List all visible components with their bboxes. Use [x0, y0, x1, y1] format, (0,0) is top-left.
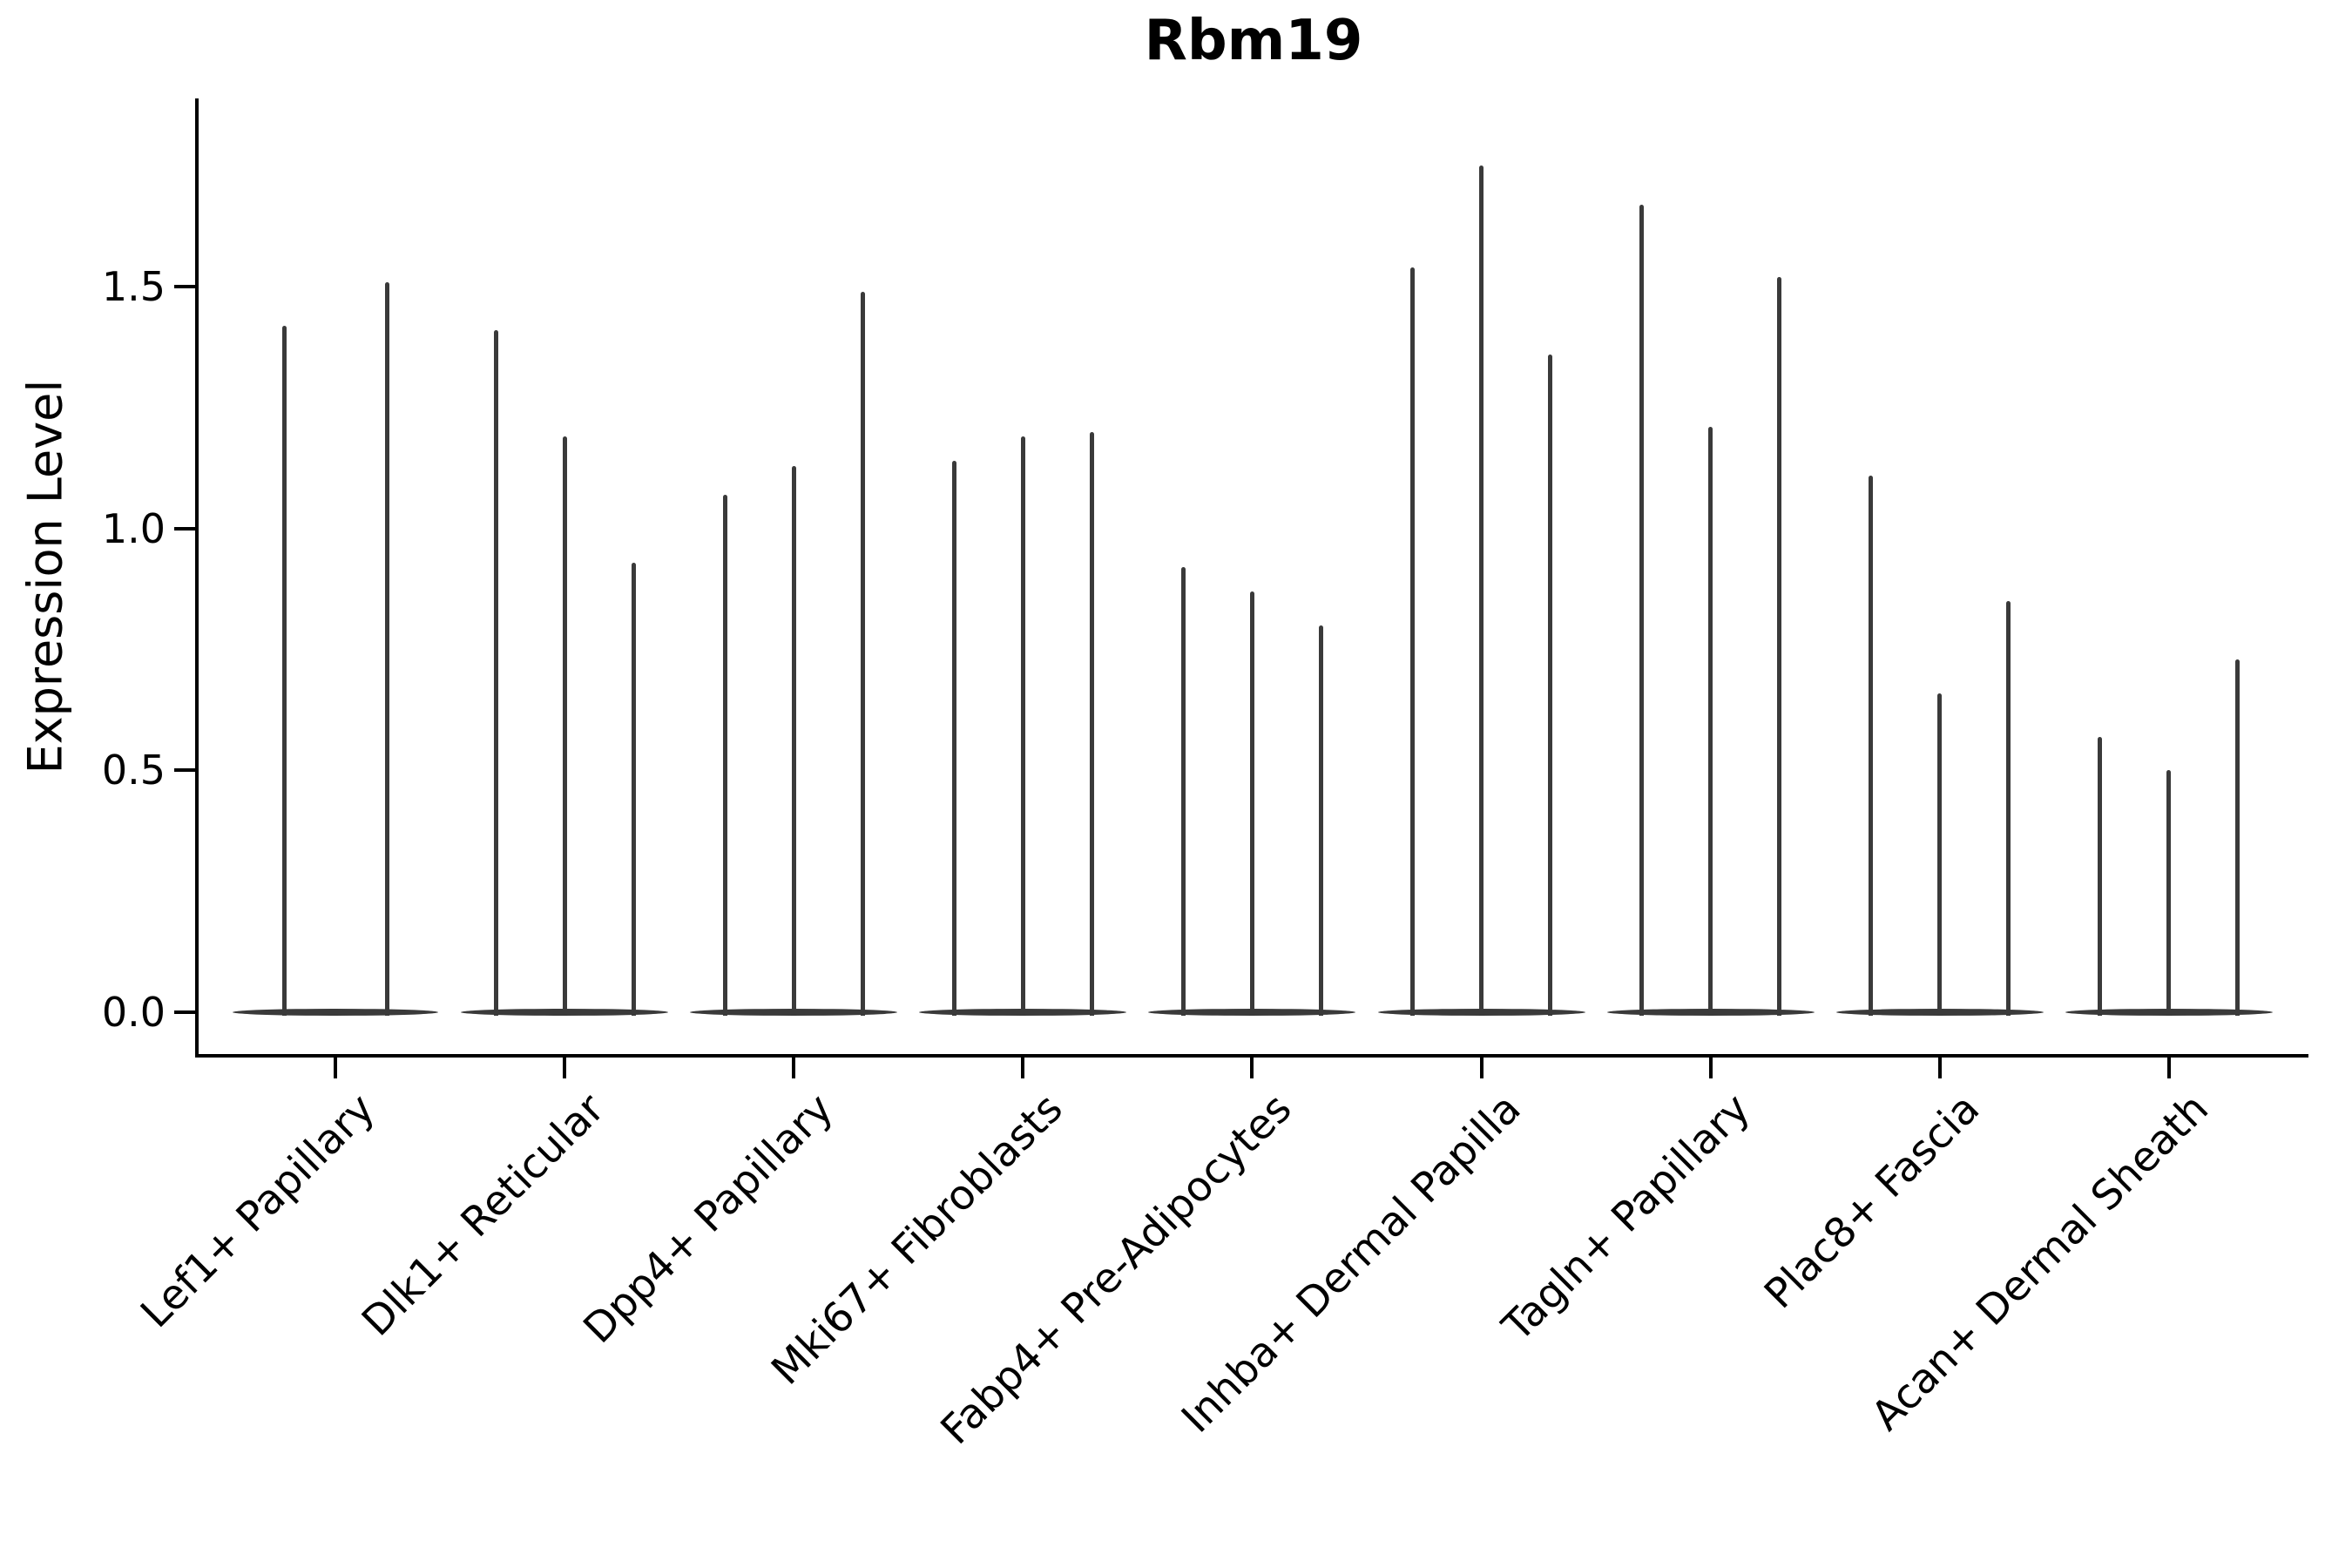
- x-axis-spine: [195, 1054, 2308, 1058]
- y-tick-mark: [174, 1010, 195, 1014]
- x-tick-mark: [334, 1058, 337, 1078]
- violin-spike: [2006, 601, 2011, 1016]
- violin-spike: [1089, 431, 1094, 1016]
- violin-spike: [1639, 204, 1645, 1016]
- x-tick-mark: [563, 1058, 567, 1078]
- violin-spike: [1318, 625, 1323, 1016]
- y-tick-mark: [174, 526, 195, 531]
- violin-spike: [1410, 267, 1415, 1016]
- x-tick-mark: [792, 1058, 796, 1078]
- x-tick-mark: [1250, 1058, 1254, 1078]
- violin-spike: [1777, 276, 1782, 1016]
- plot-title: Rbm19: [1144, 9, 1363, 73]
- x-tick-label: Dpp4+ Papillary: [574, 1085, 843, 1353]
- violin-spike: [1548, 354, 1552, 1016]
- violin-spike: [1249, 591, 1254, 1016]
- violin-spike: [722, 494, 727, 1016]
- x-tick-mark: [2166, 1058, 2171, 1078]
- violin-spike: [562, 436, 567, 1016]
- violin-spike: [2166, 770, 2172, 1016]
- violin-base: [233, 1009, 438, 1016]
- violin-spike: [1869, 475, 1874, 1016]
- x-tick-mark: [1479, 1058, 1484, 1078]
- violin-spike: [1020, 436, 1025, 1016]
- violin-spike: [860, 291, 865, 1016]
- y-tick-mark: [174, 768, 195, 773]
- x-tick-mark: [1021, 1058, 1025, 1078]
- x-tick-mark: [1937, 1058, 1942, 1078]
- violin-spike: [1937, 693, 1943, 1016]
- x-tick-label: Lef1+ Papillary: [132, 1085, 385, 1338]
- violin-spike: [2235, 659, 2240, 1016]
- violin-spike: [1708, 427, 1713, 1016]
- y-tick-label: 0.5: [101, 747, 166, 794]
- y-axis-spine: [195, 98, 199, 1058]
- violin-spike: [791, 465, 796, 1016]
- x-tick-mark: [1708, 1058, 1713, 1078]
- violin-spike: [1180, 567, 1186, 1016]
- x-tick-label: Dlk1+ Reticular: [352, 1085, 614, 1346]
- violin-spike: [384, 281, 389, 1016]
- violin-spike: [493, 330, 498, 1016]
- y-tick-label: 1.0: [101, 504, 166, 552]
- violin-spike: [951, 461, 956, 1016]
- y-axis-label: Expression Level: [17, 379, 73, 774]
- y-tick-label: 0.0: [101, 989, 166, 1036]
- y-tick-mark: [174, 285, 195, 289]
- y-tick-label: 1.5: [101, 263, 166, 311]
- x-tick-label: Tagln+ Papillary: [1493, 1085, 1760, 1351]
- violin-spike: [631, 562, 636, 1016]
- violin-spike: [281, 325, 287, 1016]
- violin-spike: [1479, 166, 1484, 1016]
- x-tick-label: Plac8+ Fascia: [1754, 1085, 1989, 1319]
- violin-spike: [2098, 736, 2103, 1016]
